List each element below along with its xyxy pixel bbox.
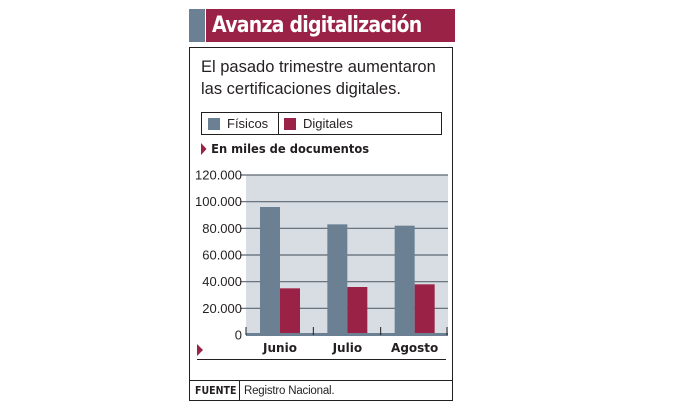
legend-item-digitales: Digitales	[284, 113, 353, 134]
chart-panel	[189, 47, 453, 401]
source-text: Registro Nacional.	[244, 385, 335, 397]
legend-item-fisicos: Físicos	[208, 113, 268, 134]
title-banner: Avanza digitalización	[206, 9, 455, 42]
bar-fisicos	[260, 207, 280, 335]
legend-label-fisicos: Físicos	[227, 116, 269, 131]
source-label: FUENTE	[195, 385, 237, 397]
chart-bottom-rule	[197, 359, 446, 360]
x-tick-label: Junio	[262, 341, 297, 355]
legend-label-digitales: Digitales	[303, 116, 353, 131]
y-tick-label: 0	[235, 328, 242, 343]
y-tick-label: 40.000	[202, 274, 242, 289]
bar-digitales	[280, 288, 300, 335]
legend-swatch-digitales	[284, 117, 296, 130]
legend-swatch-fisicos	[208, 117, 220, 130]
legend: Físicos Digitales	[201, 112, 442, 135]
y-tick-label: 20.000	[202, 301, 242, 316]
triangle-marker-icon	[197, 344, 203, 356]
title-accent-block	[189, 9, 205, 42]
chart-subtitle: El pasado trimestre aumentaron las certi…	[201, 58, 436, 98]
units-label: En miles de documentos	[201, 141, 369, 156]
source-divider	[239, 381, 240, 401]
x-tick-label: Julio	[332, 341, 362, 355]
y-tick-label: 100.000	[195, 194, 242, 209]
triangle-marker-icon	[201, 142, 207, 155]
y-tick-label: 60.000	[202, 248, 242, 263]
chart-title: Avanza digitalización	[212, 13, 422, 38]
x-tick-label: Agosto	[391, 341, 438, 355]
bar-digitales	[347, 287, 368, 335]
y-tick-label: 80.000	[202, 221, 242, 236]
legend-divider	[278, 113, 279, 134]
y-tick-label: 120.000	[195, 168, 242, 183]
x-axis-baseline	[246, 333, 448, 336]
bar-digitales	[414, 284, 435, 335]
units-text: En miles de documentos	[211, 141, 370, 156]
bar-fisicos	[327, 224, 348, 335]
source-row: FUENTE Registro Nacional.	[189, 380, 453, 401]
bar-fisicos	[394, 225, 415, 335]
